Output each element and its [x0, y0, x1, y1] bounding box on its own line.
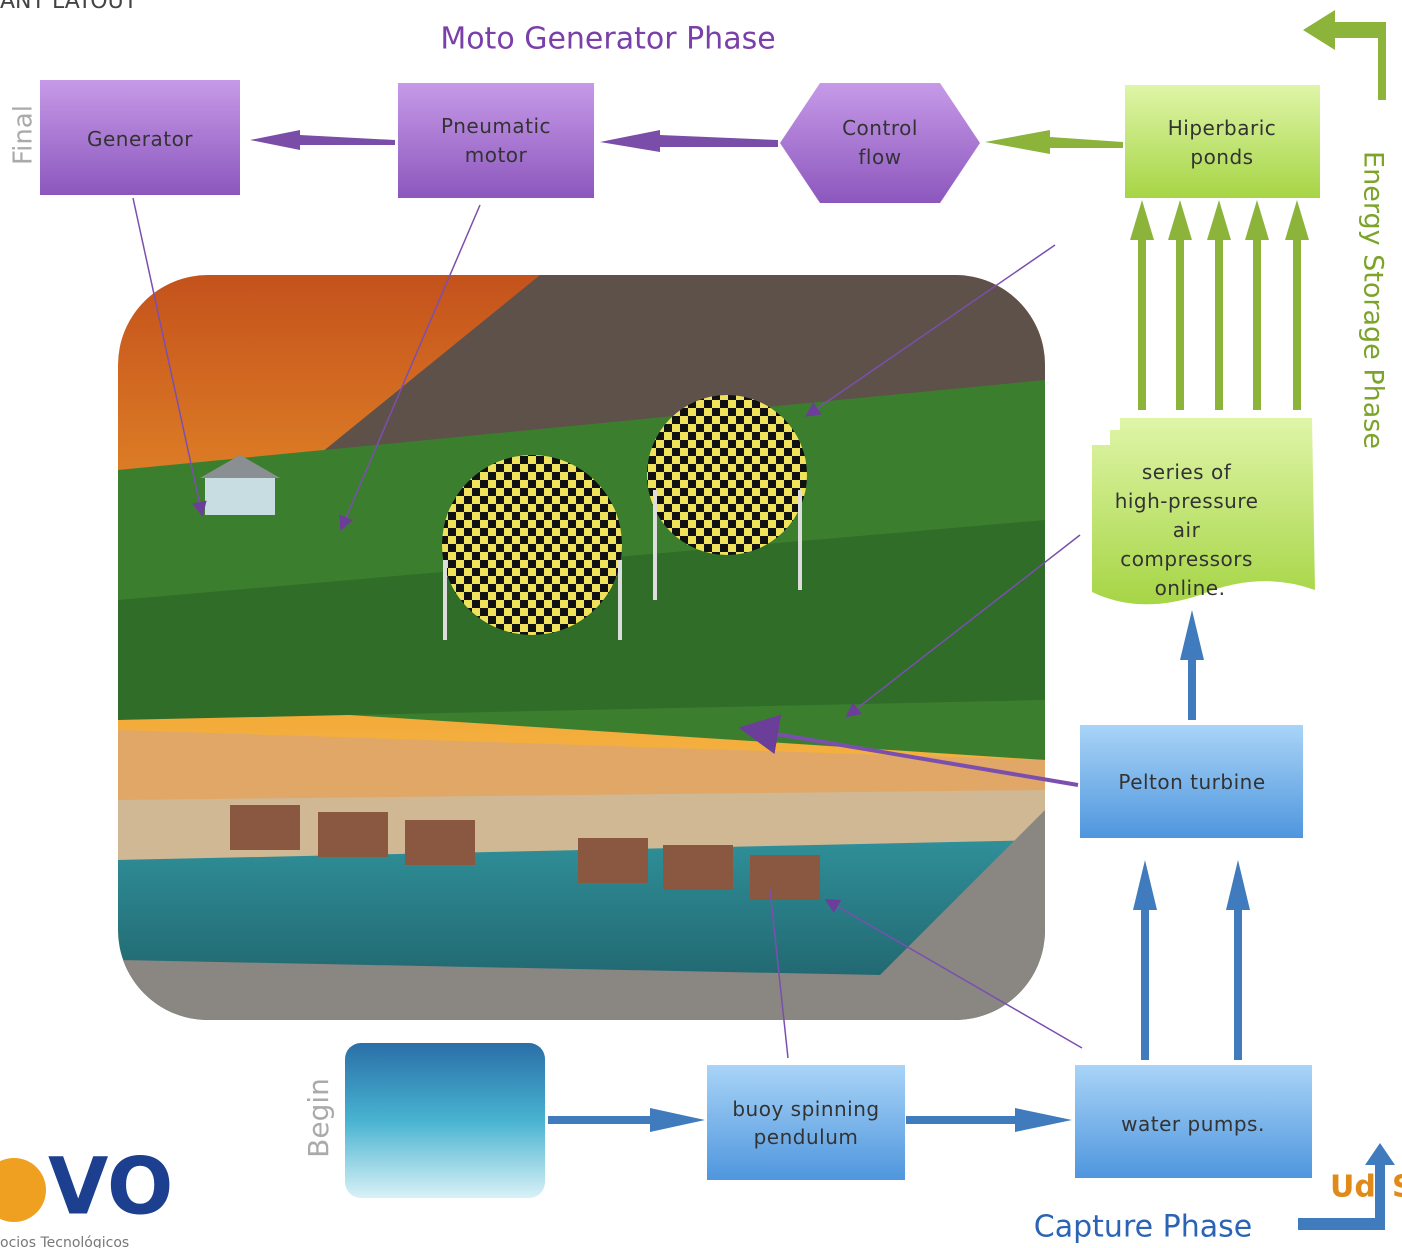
- wave-image: [345, 1043, 545, 1198]
- side-label: Final: [9, 105, 39, 165]
- node-label: series of: [1142, 460, 1232, 484]
- phase-title: Capture Phase: [1034, 1210, 1252, 1245]
- node: Generator: [40, 80, 240, 195]
- node-label: Control: [842, 116, 918, 140]
- node: Hiperbaric ponds: [1125, 85, 1320, 198]
- svg-text:Pelton turbine: Pelton turbine: [1118, 770, 1265, 794]
- node: buoy spinning pendulum: [707, 1065, 905, 1180]
- svg-text:Generator: Generator: [87, 127, 193, 151]
- page-title: ANT LAYOUT: [0, 0, 138, 14]
- node-label: pendulum: [754, 1125, 859, 1149]
- node-label: motor: [465, 143, 528, 167]
- svg-text:water pumps.: water pumps.: [1121, 1112, 1265, 1136]
- phase-title: Moto Generator Phase: [440, 22, 775, 57]
- node: water pumps.: [1075, 1065, 1312, 1178]
- node-label: Hiperbaric: [1168, 116, 1277, 140]
- node-label: flow: [858, 145, 901, 169]
- logo: S: [1392, 1170, 1402, 1205]
- node-label: Pneumatic: [441, 114, 551, 138]
- node-label: ponds: [1190, 145, 1253, 169]
- node: Pneumatic motor: [398, 83, 594, 198]
- node-label: online.: [1155, 576, 1226, 600]
- node-label: compressors: [1120, 547, 1253, 571]
- logo: Ud: [1330, 1170, 1376, 1205]
- node: Pelton turbine: [1080, 725, 1303, 838]
- phase-title: Energy Storage Phase: [1358, 151, 1389, 449]
- diagram: ANT LAYOUT Moto Generator Phase Energy S…: [0, 0, 1402, 1248]
- logo: VO: [48, 1142, 173, 1232]
- plant-illustration: [118, 275, 1045, 1020]
- logo-mark: [0, 1158, 46, 1222]
- side-label: Begin: [302, 1078, 335, 1158]
- logo-tagline: ocios Tecnológicos: [0, 1235, 129, 1248]
- node: Control flow: [780, 83, 980, 203]
- node-label: Pelton turbine: [1118, 770, 1265, 794]
- node-label: buoy spinning: [732, 1097, 879, 1121]
- node-label: high-pressure: [1115, 489, 1259, 513]
- node-label: air: [1173, 518, 1201, 542]
- node-label: Generator: [87, 127, 193, 151]
- node-label: water pumps.: [1121, 1112, 1265, 1136]
- node: series of high-pressure air compressors …: [1092, 418, 1315, 604]
